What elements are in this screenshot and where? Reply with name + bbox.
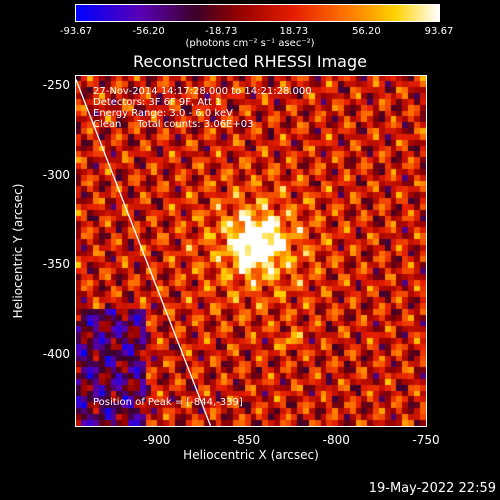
x-tick-label: -800 bbox=[322, 433, 350, 447]
clean-counts-text: Clean Total counts: 3.06E+03 bbox=[93, 119, 254, 130]
colorbar-tick-label: 18.73 bbox=[279, 26, 309, 37]
x-tick-label: -750 bbox=[412, 433, 440, 447]
x-tick-label: -900 bbox=[143, 433, 171, 447]
y-tick-label: -300 bbox=[42, 167, 70, 182]
colorbar bbox=[75, 4, 440, 22]
colorbar-tick-label: -56.20 bbox=[132, 26, 165, 37]
colorbar-tick-label: -93.67 bbox=[59, 26, 93, 37]
detectors-text: Detectors: 3F 6F 9F, Att 1 bbox=[93, 97, 222, 108]
timestamp: 19-May-2022 22:59 bbox=[368, 481, 496, 496]
colorbar-units: (photons cm⁻² s⁻¹ asec⁻²) bbox=[185, 38, 315, 49]
colorbar-tick-label: 56.20 bbox=[352, 26, 381, 37]
y-tick-label: -400 bbox=[42, 347, 70, 362]
colorbar-tick-label: 93.67 bbox=[424, 26, 454, 37]
heatmap-image bbox=[76, 76, 426, 426]
solar-limb-line bbox=[75, 79, 212, 427]
x-axis-label: Heliocentric X (arcsec) bbox=[183, 448, 319, 462]
x-tick-label: -850 bbox=[232, 433, 261, 447]
chart-title: Reconstructed RHESSI Image bbox=[133, 52, 367, 71]
y-tick-label: -250 bbox=[42, 77, 70, 92]
energy-range-text: Energy Range: 3.0 - 6.0 keV bbox=[93, 108, 233, 119]
peak-position-text: Position of Peak = [-844,-339] bbox=[93, 397, 243, 408]
y-axis-label: Heliocentric Y (arcsec) bbox=[11, 183, 25, 319]
y-tick-label: -350 bbox=[42, 257, 70, 272]
colorbar-tick-label: -18.73 bbox=[205, 26, 238, 37]
plot-frame bbox=[75, 75, 427, 427]
time-range-text: 27-Nov-2014 14:17:28.000 to 14:21:28.000 bbox=[93, 86, 312, 97]
